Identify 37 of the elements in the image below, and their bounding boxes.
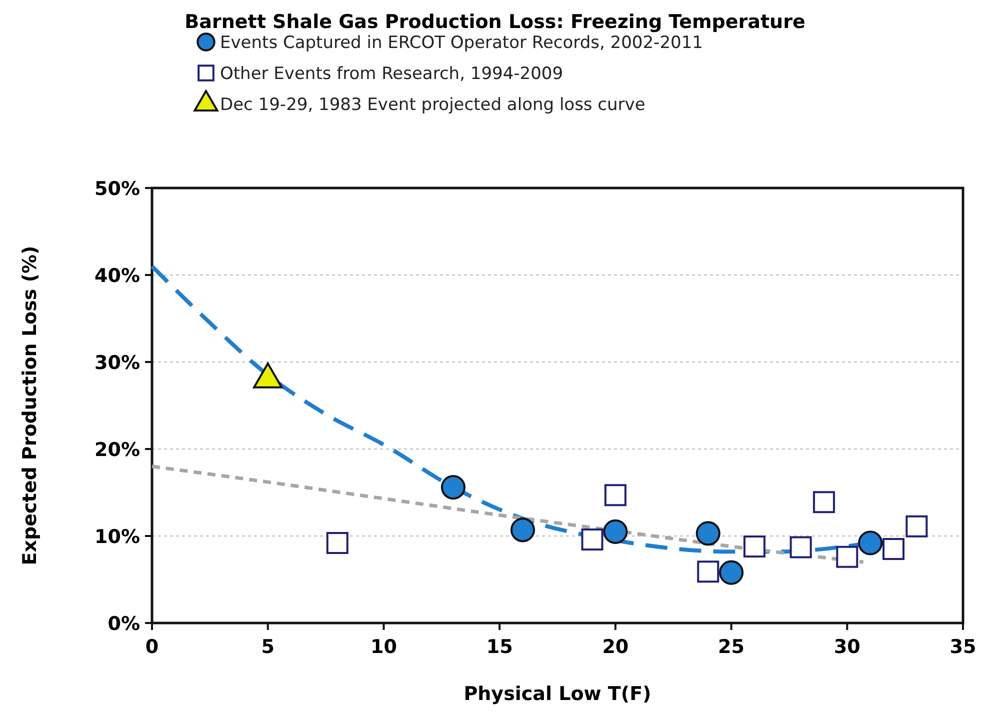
point — [696, 521, 720, 546]
x-tick-label: 20 — [602, 636, 629, 658]
point — [812, 491, 835, 514]
x-tick-label: 15 — [486, 636, 513, 658]
x-tick-label: 0 — [145, 636, 159, 658]
y-tick-label: 40% — [94, 265, 140, 287]
x-axis-title: Physical Low T(F) — [464, 683, 652, 705]
x-tick-label: 35 — [950, 636, 976, 658]
point — [719, 560, 744, 585]
point — [326, 532, 348, 554]
point — [510, 518, 536, 542]
line-series — [150, 464, 866, 564]
y-tick-label: 0% — [108, 613, 140, 635]
x-tick-label: 25 — [718, 636, 745, 658]
point — [743, 535, 766, 558]
y-tick-label: 20% — [94, 439, 140, 461]
x-tick-label: 10 — [370, 636, 397, 658]
point — [697, 560, 720, 583]
point — [440, 475, 466, 500]
y-tick-label: 10% — [94, 526, 140, 548]
x-tick-label: 5 — [261, 636, 274, 658]
y-tick-label: 30% — [94, 352, 140, 374]
point — [581, 528, 604, 550]
point — [906, 515, 928, 538]
y-axis-title: Expected Production Loss (%) — [19, 246, 41, 566]
point — [858, 530, 883, 556]
y-tick-label: 50% — [94, 178, 140, 200]
point — [836, 546, 858, 568]
point — [603, 519, 628, 544]
legend-label: Other Events from Research, 1994-2009 — [220, 64, 564, 84]
x-tick-label: 30 — [834, 636, 860, 658]
legend-label: Dec 19-29, 1983 Event projected along loss curve — [220, 95, 646, 115]
point — [790, 536, 812, 558]
point — [882, 538, 904, 560]
point — [604, 484, 626, 506]
chart-title: Barnett Shale Gas Production Loss: Freezing Temperature — [184, 11, 806, 33]
legend-label: Events Captured in ERCOT Operator Records, 2002-2011 — [220, 33, 703, 53]
